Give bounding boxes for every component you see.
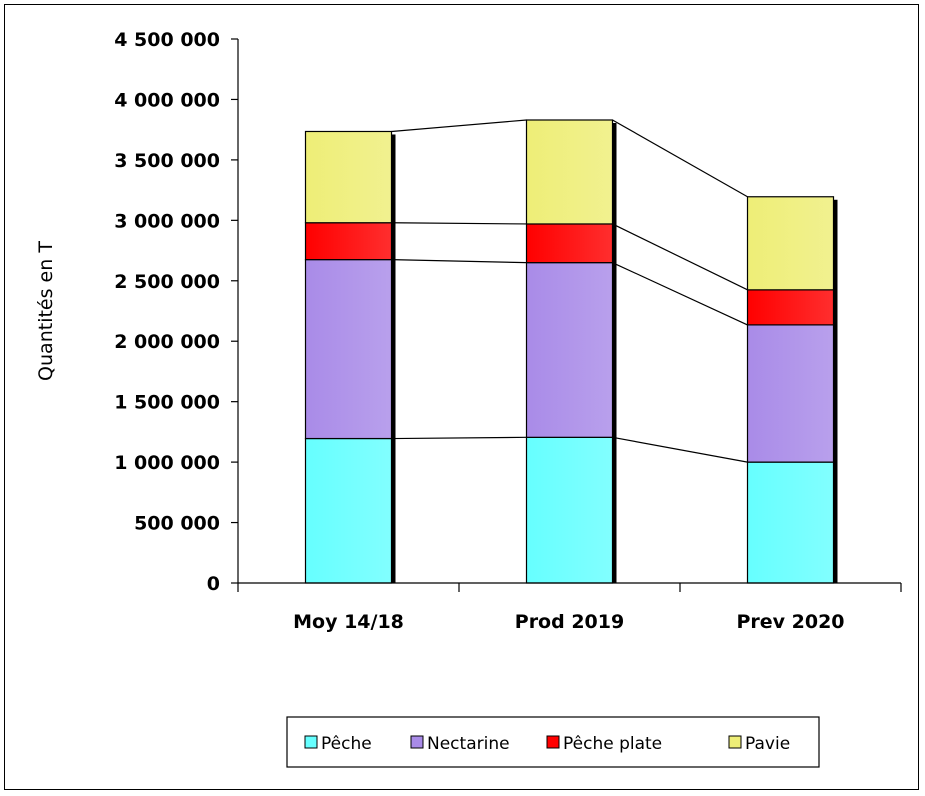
legend-swatch-nectarine — [410, 735, 424, 749]
bar-peche-plate-prev-2020 — [746, 289, 835, 326]
x-category-label: Prev 2020 — [736, 611, 844, 633]
connector-line-pavie — [612, 119, 748, 198]
bar-pavie-moy-14-18 — [304, 130, 393, 224]
bar-peche-moy-14-18 — [304, 437, 393, 584]
bar-peche-plate-moy-14-18 — [304, 222, 393, 261]
y-tick-label: 0 — [207, 573, 220, 595]
y-tick-label: 4 500 000 — [114, 29, 220, 51]
bar-peche-prod-2019 — [525, 436, 614, 584]
legend: Pêche Nectarine Pêche plate Pavie — [286, 716, 820, 768]
legend-label-peche-plate: Pêche plate — [563, 734, 662, 754]
legend-label-pavie: Pavie — [745, 734, 790, 754]
y-tick-label: 500 000 — [134, 513, 220, 535]
bar-nectarine-prod-2019 — [525, 262, 614, 438]
legend-label-nectarine: Nectarine — [427, 734, 510, 754]
connector-line-peche-plate — [391, 222, 527, 225]
y-tick-label: 4 000 000 — [114, 89, 220, 111]
bar-shadow — [833, 199, 838, 583]
bar-nectarine-moy-14-18 — [304, 259, 393, 440]
bar-pavie-prod-2019 — [525, 119, 614, 225]
connector-line-peche — [391, 436, 527, 440]
connector-line-peche — [612, 436, 748, 463]
y-axis-ticks: 0 500 000 1 000 000 1 500 000 2 000 000 2 500… — [114, 29, 238, 595]
bar-pavie-prev-2020 — [746, 196, 835, 291]
y-axis-label: Quantités en T — [35, 241, 57, 381]
chart-frame: Quantités en T 0 500 000 1 000 000 1 500 00… — [4, 4, 919, 790]
y-tick-label: 2 500 000 — [114, 271, 220, 293]
y-tick-label: 3 000 000 — [114, 210, 220, 232]
x-category-label: Prod 2019 — [515, 611, 624, 633]
y-tick-label: 1 000 000 — [114, 452, 220, 474]
bar-shadow — [391, 134, 396, 584]
legend-swatch-peche — [304, 735, 318, 749]
x-category-label: Moy 14/18 — [293, 611, 404, 633]
legend-label-peche: Pêche — [321, 734, 372, 754]
connector-line-pavie — [391, 119, 527, 133]
x-axis-labels: Moy 14/18 Prod 2019 Prev 2020 — [293, 611, 844, 633]
bar-shadow — [612, 122, 617, 584]
bar-nectarine-prev-2020 — [746, 324, 835, 463]
y-tick-label: 2 000 000 — [114, 331, 220, 353]
y-tick-label: 1 500 000 — [114, 392, 220, 414]
legend-swatch-peche-plate — [546, 735, 560, 749]
y-tick-label: 3 500 000 — [114, 150, 220, 172]
connector-line-peche-plate — [612, 223, 748, 291]
connector-line-nectarine — [391, 259, 527, 264]
bar-peche-prev-2020 — [746, 461, 835, 584]
series-connector-lines — [391, 119, 748, 463]
stacked-bar-chart: Quantités en T 0 500 000 1 000 000 1 500 00… — [35, 29, 902, 768]
bars — [304, 119, 838, 584]
connector-line-nectarine — [612, 262, 748, 326]
bar-peche-plate-prod-2019 — [525, 223, 614, 264]
legend-swatch-pavie — [728, 735, 742, 749]
axes — [237, 39, 902, 592]
